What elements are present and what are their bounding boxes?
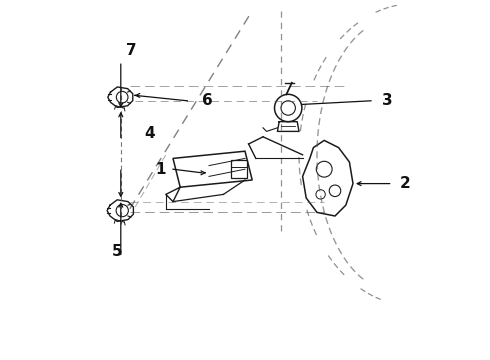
- Text: 7: 7: [126, 43, 137, 58]
- Text: 2: 2: [400, 176, 411, 191]
- Text: 6: 6: [202, 93, 213, 108]
- Text: 3: 3: [382, 93, 392, 108]
- Bar: [231, 160, 247, 178]
- Text: 4: 4: [144, 126, 155, 141]
- Text: 1: 1: [155, 162, 166, 177]
- Text: 5: 5: [112, 244, 122, 260]
